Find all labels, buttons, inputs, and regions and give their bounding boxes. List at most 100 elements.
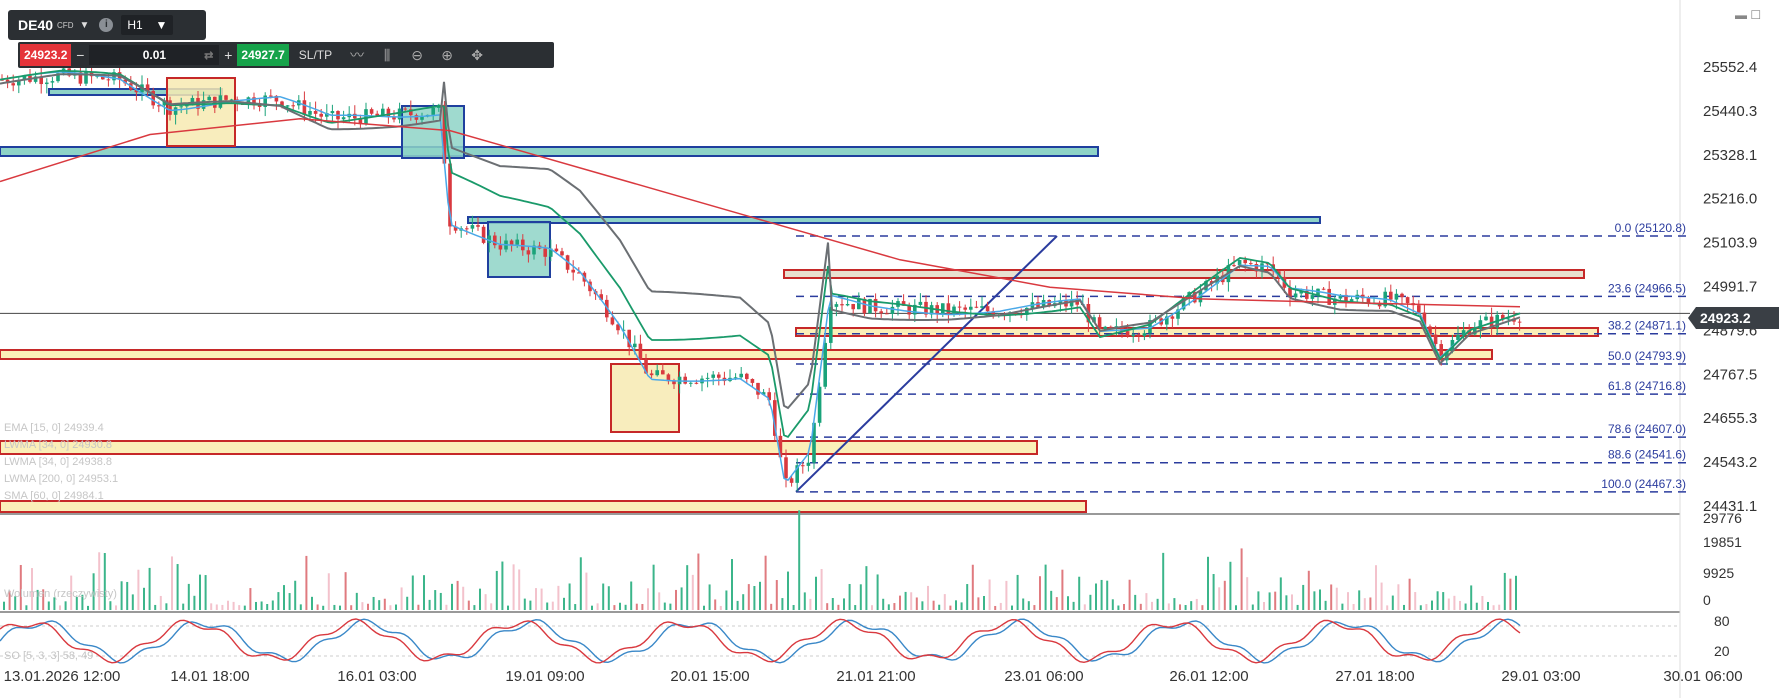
volume-bar: [1369, 597, 1372, 610]
candle-body: [285, 105, 290, 107]
volume-bar: [966, 584, 969, 610]
line-chart-icon[interactable]: 〰: [350, 47, 365, 63]
legend-ema[interactable]: EMA [15, 0] 24939.4: [4, 422, 104, 434]
zoom-out-icon[interactable]: ⊖: [411, 46, 423, 63]
candle-body: [1254, 264, 1259, 272]
candle-body: [325, 113, 329, 117]
volume-bar: [1414, 592, 1417, 610]
volume-bar: [1347, 592, 1349, 610]
volume-bar: [1145, 593, 1148, 610]
volume-bar: [563, 597, 565, 610]
quantity-input[interactable]: 0.01 ⇄: [89, 45, 220, 65]
candle-body: [683, 376, 687, 384]
volume-bar: [960, 602, 963, 610]
info-icon[interactable]: i: [99, 18, 114, 32]
volume-bar: [725, 590, 728, 610]
candle-body: [1299, 290, 1303, 294]
candle-body: [845, 303, 850, 306]
volume-bar: [227, 600, 229, 610]
candle-body: [829, 306, 833, 343]
volume-bar: [635, 603, 638, 610]
volume-bar: [339, 605, 341, 610]
swap-icon[interactable]: ⇄: [204, 49, 214, 62]
candle-body: [801, 465, 805, 467]
candle-body: [465, 228, 469, 230]
volume-bar: [647, 588, 649, 610]
pan-icon[interactable]: ✥: [471, 46, 483, 63]
volume-bar: [378, 600, 381, 610]
legend-stochastic[interactable]: SO [5, 3, 3] 58, 49: [4, 650, 94, 662]
sell-button[interactable]: 24923.2: [20, 44, 72, 66]
candle-body: [549, 248, 553, 257]
volume-bar: [1190, 601, 1193, 610]
volume-bar: [238, 605, 241, 610]
volume-bar: [103, 553, 106, 610]
legend-lwma200[interactable]: LWMA [200, 0] 24953.1: [4, 473, 119, 485]
legend-lwma34a[interactable]: LWMA [34, 0] 24930.8: [4, 439, 113, 451]
volume-bar: [1016, 574, 1019, 610]
decrease-quantity-button[interactable]: −: [76, 47, 85, 63]
fib-level-label: 23.6 (24966.5): [1608, 281, 1686, 295]
time-axis-label: 13.01.2026 12:00: [4, 668, 121, 685]
volume-bar: [243, 605, 246, 610]
volume-bar: [1464, 603, 1467, 610]
zoom-in-icon[interactable]: ⊕: [441, 46, 453, 63]
timeframe-value: H1: [127, 18, 143, 32]
volume-bar: [652, 564, 655, 610]
candle-body: [123, 79, 127, 84]
volume-bar: [921, 601, 924, 610]
candle-body: [22, 75, 27, 80]
buy-button[interactable]: 24927.7: [237, 44, 289, 66]
candle-body: [453, 226, 458, 231]
volume-bar: [551, 601, 554, 610]
volume-bar: [938, 604, 941, 610]
volume-bar: [1212, 574, 1215, 610]
volume-bar: [1106, 580, 1109, 610]
candle-body: [745, 373, 749, 379]
price-axis-label: 24991.7: [1703, 279, 1757, 296]
volume-bar: [1251, 604, 1254, 610]
minimize-icon[interactable]: ▬ ☐: [1735, 8, 1762, 22]
volume-bar: [344, 572, 347, 610]
volume-bar: [876, 574, 879, 610]
candle-body: [1400, 293, 1404, 298]
sltp-button[interactable]: SL/TP: [298, 48, 333, 62]
candle-body: [901, 301, 906, 306]
legend-lwma34b[interactable]: LWMA [34, 0] 24938.8: [4, 456, 113, 468]
candle-body: [431, 107, 435, 115]
volume-bar: [574, 604, 577, 610]
volume-bar: [1459, 600, 1461, 610]
candle-body: [45, 82, 49, 85]
volume-bar: [1268, 592, 1271, 610]
candlestick-icon[interactable]: ⫼: [383, 46, 391, 63]
candle-body: [1243, 259, 1247, 264]
symbol-name[interactable]: DE40: [18, 17, 54, 33]
timeframe-select[interactable]: H1 ▼: [121, 15, 174, 35]
current-price-label: 24923.2: [1688, 307, 1779, 329]
candle-body: [381, 108, 385, 116]
volume-bar: [1055, 597, 1058, 610]
volume-bar: [742, 594, 745, 610]
volume-bar: [1022, 598, 1025, 610]
chevron-down-icon[interactable]: ▼: [79, 19, 90, 31]
candle-body: [817, 386, 822, 423]
increase-quantity-button[interactable]: +: [224, 47, 233, 63]
lwma-34-slow-line: [0, 73, 1521, 410]
volume-bar: [865, 566, 868, 610]
volume-bar: [1419, 605, 1422, 610]
volume-bar: [1011, 605, 1013, 610]
volume-bar: [154, 604, 157, 610]
volume-bar: [383, 598, 386, 610]
volume-bar: [1380, 582, 1383, 610]
legend-sma[interactable]: SMA [60, 0] 24984.1: [4, 490, 104, 502]
volume-bar: [1089, 594, 1092, 610]
volume-bar: [1235, 605, 1237, 610]
legend-volume[interactable]: Wolumen (rzeczywisty): [4, 588, 117, 600]
candle-body: [207, 96, 211, 101]
candle-body: [907, 305, 911, 315]
candle-body: [599, 294, 603, 300]
volume-bar: [820, 569, 823, 610]
candle-body: [403, 108, 407, 110]
volume-bar: [1358, 590, 1361, 610]
